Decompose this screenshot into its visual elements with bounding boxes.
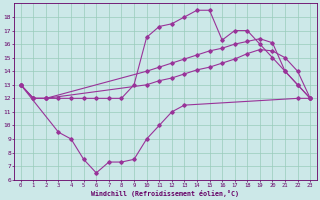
X-axis label: Windchill (Refroidissement éolien,°C): Windchill (Refroidissement éolien,°C): [92, 190, 239, 197]
